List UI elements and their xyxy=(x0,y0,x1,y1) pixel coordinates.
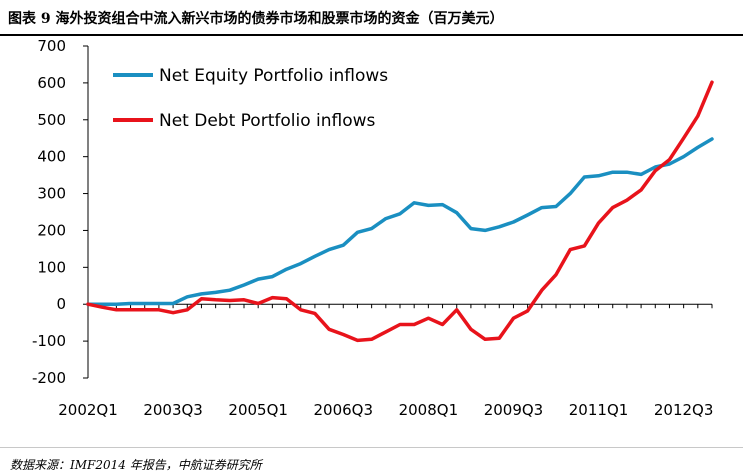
x-tick-label: 2008Q1 xyxy=(399,401,459,419)
x-tick-label: 2005Q1 xyxy=(228,401,288,419)
x-tick-label: 2003Q3 xyxy=(143,401,203,419)
series-line-equity xyxy=(86,137,714,306)
chart-axes: -200 -100 0 100 200 300 400 500 600 700 2002Q1 2003… xyxy=(32,37,713,419)
chart-legend: Net Equity Portfolio inflows Net Debt Por… xyxy=(113,66,388,131)
y-tick-label: 200 xyxy=(37,221,66,239)
legend-label: Net Equity Portfolio inflows xyxy=(159,66,388,86)
y-tick-label: 700 xyxy=(37,37,66,55)
source-footer: 数据来源：IMF2014 年报告，中航证券研究所 xyxy=(0,447,743,476)
y-tick-label: 100 xyxy=(37,258,66,276)
x-tick-label: 2002Q1 xyxy=(58,401,118,419)
y-tick-label: 600 xyxy=(37,74,66,92)
y-tick-label: -200 xyxy=(32,369,66,387)
line-chart: -200 -100 0 100 200 300 400 500 600 700 2002Q1 2003… xyxy=(32,37,714,419)
y-tick-label: 300 xyxy=(37,185,66,203)
figure-title: 图表 9 海外投资组合中流入新兴市场的债券市场和股票市场的资金（百万美元） xyxy=(8,11,504,27)
y-tick-label: 500 xyxy=(37,111,66,129)
x-tick-label: 2009Q3 xyxy=(484,401,544,419)
source-note: 数据来源：IMF2014 年报告，中航证券研究所 xyxy=(10,458,262,472)
y-tick-label: 400 xyxy=(37,148,66,166)
x-tick-label: 2012Q3 xyxy=(654,401,714,419)
x-tick-label: 2006Q3 xyxy=(314,401,374,419)
legend-label: Net Debt Portfolio inflows xyxy=(159,111,376,131)
x-tick-label: 2011Q1 xyxy=(569,401,629,419)
y-tick-label: 0 xyxy=(56,295,66,313)
series-layer xyxy=(86,80,714,343)
series-line-debt xyxy=(86,80,714,343)
figure-title-bar: 图表 9 海外投资组合中流入新兴市场的债券市场和股票市场的资金（百万美元） xyxy=(0,0,743,36)
y-tick-label: -100 xyxy=(32,332,66,350)
